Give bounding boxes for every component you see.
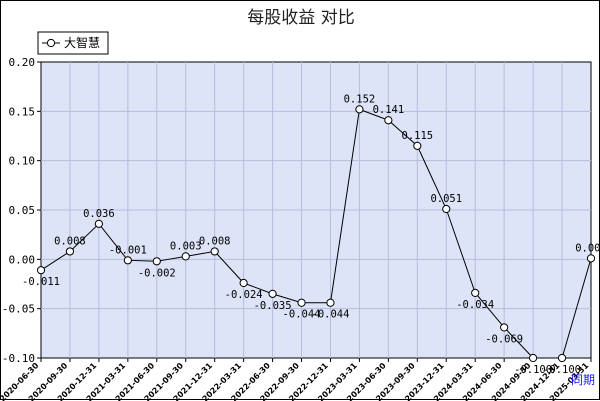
data-label: 0.152	[344, 93, 376, 105]
data-point	[94, 219, 103, 228]
data-point	[36, 266, 46, 275]
data-label: -0.100	[543, 364, 581, 376]
legend[interactable]: 大智慧	[37, 31, 109, 55]
data-label: -0.100	[514, 364, 552, 376]
data-label: -0.024	[225, 289, 263, 301]
data-label: -0.002	[138, 267, 176, 279]
data-label: -0.001	[109, 244, 147, 256]
data-point	[239, 278, 248, 288]
data-label: 0.051	[430, 193, 462, 205]
data-point	[355, 105, 364, 114]
data-label: -0.035	[254, 300, 292, 312]
y-tick-label: 0.10	[9, 155, 36, 168]
data-label: -0.044	[312, 309, 350, 321]
data-point	[268, 289, 277, 298]
data-label: -0.034	[456, 299, 494, 311]
data-point	[181, 252, 190, 261]
x-axis: 2020-06-302020-09-302020-12-312021-03-31…	[1, 358, 592, 401]
data-label: 0.001	[575, 242, 600, 254]
data-label: 0.036	[83, 208, 115, 220]
data-label: 0.003	[170, 240, 202, 252]
data-point	[297, 298, 306, 307]
data-point	[326, 298, 335, 307]
data-point	[442, 204, 451, 214]
data-point	[65, 247, 75, 256]
y-tick-label: -0.10	[2, 352, 35, 365]
data-point	[413, 141, 422, 150]
y-tick-label: -0.05	[2, 303, 35, 316]
data-label: -0.044	[283, 309, 321, 321]
data-point	[210, 247, 219, 256]
y-tick-label: 0.20	[9, 56, 36, 69]
data-point	[152, 257, 161, 266]
y-axis: 0.20 0.15 0.10 0.05 0.00 -0.05 -0.10	[2, 56, 41, 365]
data-point	[500, 323, 509, 332]
series-layer: -0.0110.0080.036-0.001-0.0020.0030.008-0…	[22, 93, 600, 376]
legend-box	[37, 31, 109, 55]
data-label: -0.011	[22, 276, 60, 288]
data-point	[384, 116, 393, 125]
data-point	[529, 353, 538, 363]
y-tick-label: 0.00	[9, 253, 36, 266]
data-label: 0.141	[373, 104, 405, 116]
data-label: 0.008	[54, 235, 86, 247]
legend-marker	[46, 38, 56, 48]
legend-entry: 大智慧	[64, 35, 100, 50]
chart-title: 每股收益 对比	[247, 8, 354, 28]
data-point	[471, 288, 480, 297]
same-period-link[interactable]: 同期	[571, 373, 595, 387]
data-point	[586, 254, 596, 263]
data-label: -0.069	[485, 333, 523, 345]
data-label: 0.008	[199, 235, 231, 247]
y-tick-label: 0.05	[9, 204, 36, 217]
series-line	[40, 108, 592, 359]
data-point	[123, 256, 132, 265]
data-label: 0.115	[402, 130, 434, 142]
data-point	[557, 353, 567, 363]
y-tick-label: 0.15	[9, 105, 36, 118]
